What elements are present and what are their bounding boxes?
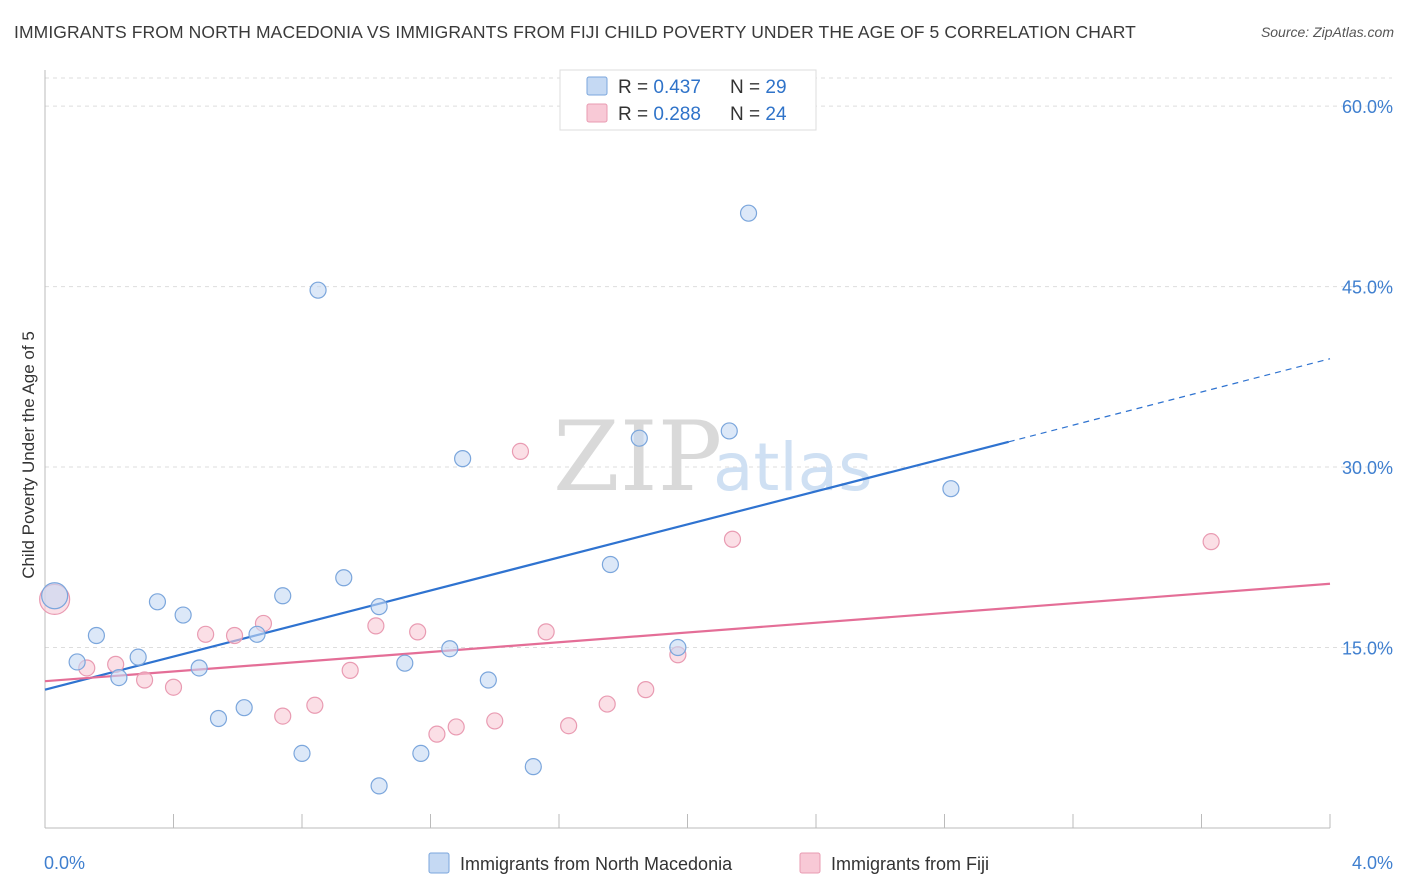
data-point-fiji (135, 671, 154, 689)
data-point-fiji (598, 695, 616, 713)
data-point-fiji (511, 442, 530, 461)
data-point-fiji (306, 696, 324, 714)
data-point-fiji (447, 718, 465, 736)
x-ticks (44, 814, 1331, 828)
trend-line-north-macedonia (44, 440, 1010, 691)
legend-r-value-1: 0.437 (653, 77, 701, 98)
legend-r-label-2: R = (618, 104, 653, 125)
series-legend-label-pink: Immigrants from Fiji (831, 854, 989, 874)
trend-line-north-macedonia-extension (1008, 358, 1331, 443)
series-legend: Immigrants from North Macedonia Immigran… (428, 852, 989, 874)
data-point-north-macedonia (370, 598, 388, 616)
data-point-north-macedonia (396, 654, 414, 672)
data-point-north-macedonia (190, 659, 208, 677)
legend-swatch-pink (586, 103, 608, 123)
data-point-north-macedonia (412, 744, 430, 763)
series-legend-swatch-pink (799, 852, 821, 874)
data-point-north-macedonia (209, 709, 228, 728)
y-axis-label: Child Poverty Under the Age of 5 (19, 331, 38, 579)
grid-lines (45, 77, 1392, 649)
data-point-north-macedonia (739, 204, 758, 222)
legend-n-label-2: N = (730, 104, 765, 125)
data-point-fiji (164, 678, 183, 696)
legend-row-2: R = 0.288 (618, 104, 701, 125)
data-point-north-macedonia (601, 555, 620, 574)
data-point-north-macedonia (41, 582, 69, 610)
data-point-north-macedonia (454, 450, 472, 468)
data-point-fiji (637, 681, 655, 699)
data-point-fiji (367, 617, 385, 635)
data-point-fiji (537, 623, 555, 641)
legend-row-1: R = 0.437 (618, 77, 701, 98)
x-tick-label: 4.0% (1352, 853, 1393, 873)
x-tick-labels: 0.0% 4.0% (44, 853, 1393, 873)
watermark-atlas: atlas (713, 429, 873, 506)
series-legend-label-blue: Immigrants from North Macedonia (460, 854, 733, 874)
y-tick-label: 15.0% (1342, 639, 1393, 659)
data-point-north-macedonia (274, 587, 292, 605)
data-point-fiji (274, 707, 292, 725)
legend-r-label-1: R = (618, 77, 653, 98)
y-tick-labels: 15.0% 30.0% 45.0% 60.0% (1342, 97, 1393, 658)
legend-n-value-1: 29 (765, 77, 786, 98)
data-points (39, 204, 1220, 795)
data-point-fiji (1202, 533, 1220, 551)
data-point-north-macedonia (148, 593, 167, 611)
y-tick-label: 45.0% (1342, 278, 1393, 298)
data-point-north-macedonia (370, 777, 388, 795)
data-point-north-macedonia (720, 422, 738, 440)
data-point-north-macedonia (129, 648, 147, 666)
legend-n-label-1: N = (730, 77, 765, 98)
data-point-fiji (560, 717, 578, 735)
legend-swatch-blue (586, 76, 608, 96)
data-point-north-macedonia (524, 758, 542, 776)
y-tick-label: 60.0% (1342, 97, 1393, 117)
data-point-north-macedonia (479, 671, 497, 689)
data-point-north-macedonia (335, 569, 353, 587)
data-point-fiji (409, 623, 427, 641)
source-credit: Source: ZipAtlas.com (1260, 24, 1394, 40)
data-point-north-macedonia (942, 480, 960, 498)
data-point-fiji (723, 530, 742, 548)
data-point-north-macedonia (669, 638, 687, 657)
data-point-north-macedonia (441, 640, 459, 658)
watermark-zip: ZIP (553, 401, 722, 513)
data-point-north-macedonia (110, 669, 128, 687)
data-point-north-macedonia (293, 744, 311, 763)
data-point-north-macedonia (174, 606, 192, 624)
legend-n-value-2: 24 (765, 104, 787, 125)
data-point-fiji (197, 625, 215, 643)
chart-title: IMMIGRANTS FROM NORTH MACEDONIA VS IMMIG… (14, 22, 1136, 42)
legend-row-2-n: N = 24 (730, 104, 787, 125)
y-tick-label: 30.0% (1342, 458, 1393, 478)
data-point-north-macedonia (309, 281, 327, 299)
legend-row-1-n: N = 29 (730, 77, 787, 98)
legend-r-value-2: 0.288 (653, 104, 701, 125)
data-point-fiji (486, 712, 504, 730)
data-point-north-macedonia (248, 625, 266, 643)
data-point-north-macedonia (235, 699, 253, 717)
x-tick-label: 0.0% (44, 853, 85, 873)
data-point-north-macedonia (630, 429, 648, 447)
data-point-fiji (428, 725, 446, 743)
data-point-fiji (341, 661, 359, 679)
stats-legend: R = 0.437 N = 29 R = 0.288 N = 24 (559, 69, 817, 131)
data-point-north-macedonia (87, 626, 106, 645)
data-point-fiji (225, 626, 244, 645)
watermark: ZIP atlas (553, 401, 873, 513)
data-point-north-macedonia (68, 653, 86, 671)
trend-lines (44, 358, 1331, 691)
series-legend-swatch-blue (428, 852, 450, 874)
trend-line-fiji (44, 582, 1331, 683)
